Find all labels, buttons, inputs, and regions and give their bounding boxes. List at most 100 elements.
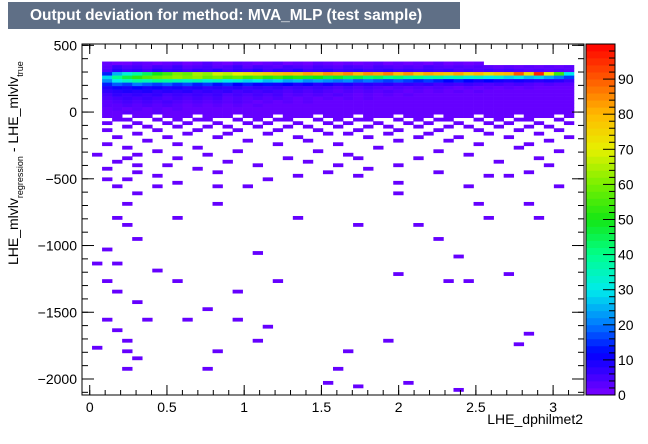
heatmap-cell [182, 72, 193, 76]
heatmap-cell [523, 82, 535, 87]
heatmap-cell [513, 82, 525, 87]
heatmap-cell [282, 89, 294, 94]
heatmap-cell [302, 107, 314, 111]
colorbar-tick-label: 80 [618, 106, 634, 122]
heatmap-cell [252, 124, 264, 129]
heatmap-cell [302, 138, 314, 143]
heatmap-cell [483, 107, 494, 111]
heatmap-cell [272, 72, 284, 76]
heatmap-cell [493, 100, 504, 104]
heatmap-cell [493, 110, 504, 115]
heatmap-cell [493, 79, 504, 83]
heatmap-cell [473, 201, 484, 206]
heatmap-cell [92, 152, 103, 157]
heatmap-cell [513, 100, 525, 104]
heatmap-cell [222, 68, 233, 73]
heatmap-cell [232, 93, 243, 97]
colorbar-tick-label: 50 [618, 212, 634, 228]
heatmap-cell [142, 61, 153, 66]
colorbar-segment [586, 282, 615, 291]
heatmap-cell [192, 79, 203, 83]
heatmap-cell [553, 100, 565, 104]
heatmap-cell [312, 72, 324, 76]
heatmap-cell [423, 100, 434, 104]
heatmap-cell [122, 72, 133, 76]
heatmap-cell [172, 86, 183, 90]
heatmap-cell [242, 68, 253, 73]
heatmap-cell [543, 75, 555, 80]
heatmap-cell [292, 173, 304, 178]
y-label-sub2: true [15, 61, 25, 77]
heatmap-cell [443, 117, 454, 122]
heatmap-cell [563, 89, 575, 94]
heatmap-cell [182, 114, 193, 119]
heatmap-cell [302, 65, 314, 69]
heatmap-cell [513, 86, 525, 90]
heatmap-cell [503, 79, 515, 83]
heatmap-cell [353, 117, 364, 122]
heatmap-cell [403, 93, 414, 97]
heatmap-cell [373, 82, 384, 87]
heatmap-cell [182, 75, 193, 80]
heatmap-cell [433, 128, 444, 133]
heatmap-cell [483, 68, 494, 73]
heatmap-cell [403, 103, 414, 108]
heatmap-cell [302, 93, 314, 97]
y-label-main: LHE_mlvlv [5, 198, 21, 265]
heatmap-cell [202, 307, 213, 312]
heatmap-cell [282, 96, 294, 101]
heatmap-cell [433, 149, 444, 154]
heatmap-cell [122, 177, 133, 182]
colorbar-segment [586, 44, 615, 52]
heatmap-cell [563, 135, 575, 140]
x-tick-label: 1.5 [312, 399, 332, 415]
heatmap-cell [122, 110, 133, 115]
heatmap-cell [212, 79, 223, 83]
heatmap-cell [292, 68, 304, 73]
heatmap-cell [232, 100, 243, 104]
heatmap-cell [152, 110, 163, 115]
heatmap-cell [212, 82, 223, 87]
heatmap-cell [373, 103, 384, 108]
heatmap-cell [322, 72, 334, 76]
heatmap-cell [232, 96, 243, 101]
heatmap-cell [563, 107, 575, 111]
heatmap-cell [132, 79, 143, 83]
heatmap-cell [363, 103, 374, 108]
heatmap-cell [242, 61, 253, 66]
heatmap-cell [142, 68, 153, 73]
heatmap-cell [102, 61, 113, 66]
heatmap-cell [322, 96, 334, 101]
heatmap-cell [112, 75, 123, 80]
y-axis: 500 0 −500 −1000 −1500 −2000 [38, 37, 584, 393]
heatmap-cell [282, 65, 294, 69]
heatmap-cell [453, 68, 464, 73]
heatmap-cell [543, 114, 555, 119]
heatmap-cell [363, 89, 374, 94]
heatmap-cell [393, 163, 404, 168]
heatmap-cell [533, 79, 545, 83]
heatmap-cell [292, 135, 304, 140]
heatmap-cell [413, 135, 424, 140]
heatmap-cell [423, 103, 434, 108]
heatmap-cell [202, 96, 213, 101]
heatmap-cell [202, 72, 213, 76]
colorbar-tick-label: 90 [618, 71, 634, 87]
heatmap-cell [563, 82, 575, 87]
heatmap-cell [503, 110, 515, 115]
heatmap-cell [152, 184, 163, 189]
heatmap-cell [182, 103, 193, 108]
heatmap-cell [373, 75, 384, 80]
heatmap-cell [553, 128, 565, 133]
colorbar-segment [586, 198, 615, 206]
heatmap-cell [212, 110, 223, 115]
heatmap-cell [463, 65, 474, 69]
heatmap-cell [413, 103, 424, 108]
heatmap-cell [182, 100, 193, 104]
heatmap-cell [503, 114, 515, 119]
colorbar-segment [586, 296, 615, 305]
heatmap-cell [523, 114, 535, 119]
heatmap-cell [142, 107, 153, 111]
heatmap-cell [172, 279, 183, 283]
heatmap-cell [242, 100, 253, 104]
